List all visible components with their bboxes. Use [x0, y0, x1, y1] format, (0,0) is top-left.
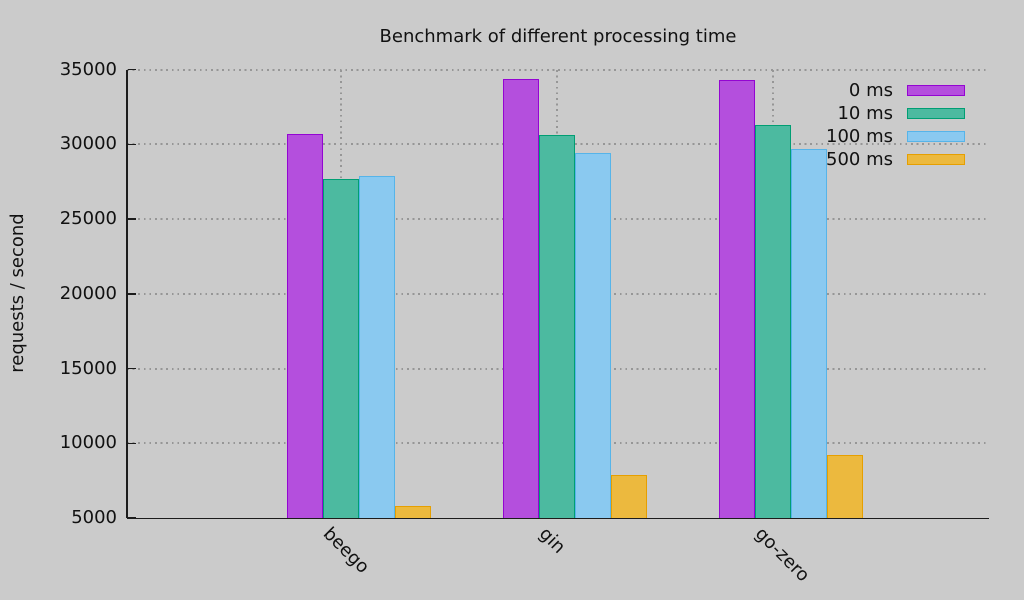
legend-swatch-0-ms	[907, 84, 965, 96]
bar-beego-100-ms	[359, 176, 395, 519]
x-tick-label-gin: gin	[534, 523, 570, 558]
y-tick-20000	[127, 293, 136, 295]
bar-gin-0-ms	[503, 79, 539, 519]
legend-swatch-100-ms	[907, 130, 965, 142]
legend-swatch-500-ms	[907, 153, 965, 165]
y-tick-35000	[127, 68, 136, 71]
x-tick-label-beego: beego	[318, 523, 374, 578]
bar-gin-10-ms	[539, 134, 575, 519]
y-tick-label-10000: 10000	[59, 432, 117, 454]
gridline-35000	[126, 68, 989, 71]
bar-go-zero-10-ms	[755, 124, 791, 519]
x-axis-line	[126, 517, 989, 520]
chart-title: Benchmark of different processing time	[379, 26, 737, 47]
bar-beego-0-ms	[287, 133, 323, 519]
legend-label-100-ms: 100 ms	[826, 125, 893, 147]
y-tick-label-30000: 30000	[59, 133, 117, 155]
y-tick-label-35000: 35000	[59, 58, 117, 80]
y-tick-label-5000: 5000	[71, 507, 117, 528]
y-tick-label-15000: 15000	[59, 357, 117, 379]
bar-go-zero-500-ms	[827, 455, 863, 519]
bar-gin-500-ms	[611, 474, 647, 519]
legend-label-10-ms: 10 ms	[837, 102, 893, 124]
y-tick-30000	[127, 143, 136, 145]
legend-row-0-ms: 0 ms	[0, 79, 1024, 102]
bar-go-zero-0-ms	[719, 79, 755, 519]
bar-beego-10-ms	[323, 178, 359, 519]
y-tick-25000	[127, 218, 136, 220]
y-tick-15000	[127, 367, 136, 370]
bar-gin-100-ms	[575, 153, 611, 519]
legend-swatch-10-ms	[907, 107, 965, 119]
y-tick-label-20000: 20000	[59, 282, 117, 304]
legend-row-10-ms: 10 ms	[0, 102, 1024, 125]
y-tick-label-25000: 25000	[59, 208, 117, 229]
legend-label-500-ms: 500 ms	[826, 148, 893, 170]
x-tick-label-go-zero: go-zero	[750, 523, 814, 587]
legend-row-500-ms: 500 ms	[0, 148, 1024, 171]
legend-row-100-ms: 100 ms	[0, 125, 1024, 148]
bar-go-zero-100-ms	[791, 149, 827, 519]
y-tick-10000	[127, 442, 136, 444]
legend-label-0-ms: 0 ms	[848, 79, 893, 101]
y-axis-line	[126, 69, 128, 518]
